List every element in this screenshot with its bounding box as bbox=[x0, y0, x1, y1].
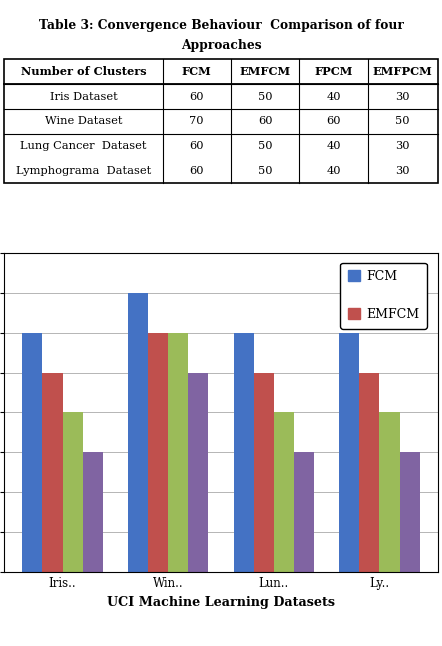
Text: 60: 60 bbox=[190, 141, 204, 151]
Text: 50: 50 bbox=[258, 92, 272, 101]
Bar bbox=[339, 333, 359, 572]
Text: EMFPCM: EMFPCM bbox=[373, 66, 433, 78]
Text: 60: 60 bbox=[190, 166, 204, 176]
Bar bbox=[294, 452, 314, 572]
Text: Table 3: Convergence Behaviour  Comparison of four: Table 3: Convergence Behaviour Compariso… bbox=[38, 19, 404, 32]
Bar bbox=[62, 413, 83, 572]
Text: Wine Dataset: Wine Dataset bbox=[45, 116, 122, 127]
Bar bbox=[188, 373, 208, 572]
Text: 30: 30 bbox=[396, 141, 410, 151]
Bar bbox=[4, 59, 438, 183]
Text: 50: 50 bbox=[396, 116, 410, 127]
Bar bbox=[23, 333, 42, 572]
Text: Lymphograma  Dataset: Lymphograma Dataset bbox=[16, 166, 151, 176]
Text: EMFCM: EMFCM bbox=[240, 66, 291, 78]
Legend: FCM, EMFCM: FCM, EMFCM bbox=[340, 263, 427, 329]
Bar bbox=[380, 413, 400, 572]
Bar bbox=[83, 452, 103, 572]
Text: 70: 70 bbox=[190, 116, 204, 127]
Text: 60: 60 bbox=[258, 116, 272, 127]
Text: 50: 50 bbox=[258, 166, 272, 176]
Text: 60: 60 bbox=[326, 116, 341, 127]
Bar bbox=[128, 293, 148, 572]
Bar bbox=[359, 373, 380, 572]
X-axis label: UCI Machine Learning Datasets: UCI Machine Learning Datasets bbox=[107, 596, 335, 609]
Text: 40: 40 bbox=[326, 166, 341, 176]
Text: FPCM: FPCM bbox=[314, 66, 353, 78]
Text: Lung Cancer  Dataset: Lung Cancer Dataset bbox=[20, 141, 147, 151]
Text: Iris Dataset: Iris Dataset bbox=[50, 92, 117, 101]
Text: 40: 40 bbox=[326, 141, 341, 151]
Bar bbox=[168, 333, 188, 572]
Bar bbox=[42, 373, 62, 572]
Bar bbox=[400, 452, 419, 572]
Text: 30: 30 bbox=[396, 92, 410, 101]
Bar bbox=[234, 333, 254, 572]
Text: Approaches: Approaches bbox=[181, 39, 261, 52]
Text: FCM: FCM bbox=[182, 66, 212, 78]
Bar bbox=[254, 373, 274, 572]
Bar bbox=[148, 333, 168, 572]
Text: 50: 50 bbox=[258, 141, 272, 151]
Text: 40: 40 bbox=[326, 92, 341, 101]
Text: Number of Clusters: Number of Clusters bbox=[21, 66, 146, 78]
Text: 30: 30 bbox=[396, 166, 410, 176]
Text: 60: 60 bbox=[190, 92, 204, 101]
Bar bbox=[274, 413, 294, 572]
